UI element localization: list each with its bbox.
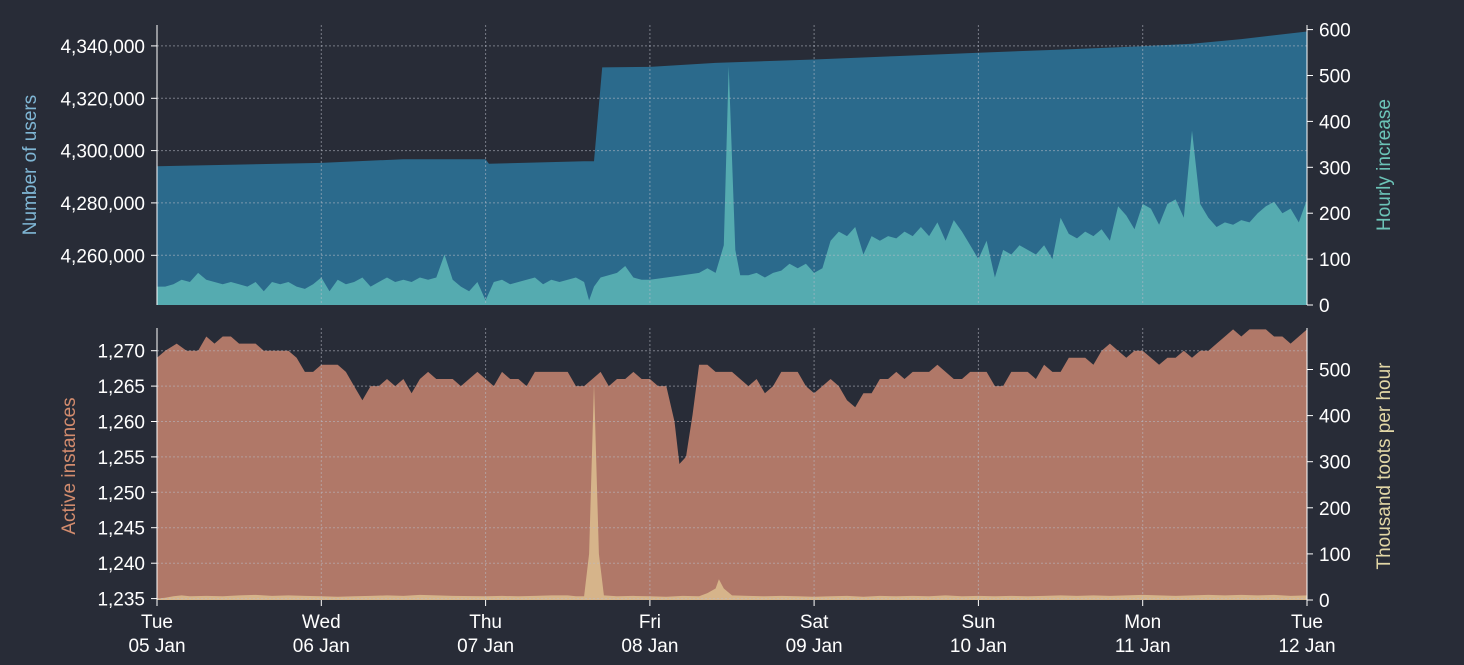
x-tick-day: Tue xyxy=(141,612,173,633)
x-tick-date: 07 Jan xyxy=(457,636,514,657)
left-tick-label: 1,265 xyxy=(97,377,145,398)
right-tick-label: 0 xyxy=(1319,591,1330,612)
right-tick-label: 500 xyxy=(1319,67,1351,88)
x-tick-date: 10 Jan xyxy=(950,636,1007,657)
left-tick-label: 4,280,000 xyxy=(60,194,145,215)
x-tick-day: Thu xyxy=(469,612,502,633)
active-instances-area xyxy=(157,329,1307,600)
x-tick-day: Sun xyxy=(961,612,995,633)
right-tick-label: 100 xyxy=(1319,250,1351,271)
x-tick-date: 05 Jan xyxy=(128,636,185,657)
right-tick-label: 100 xyxy=(1319,545,1351,566)
instances-axis-label: Active instances xyxy=(59,397,80,534)
hourly-axis-label: Hourly increase xyxy=(1374,99,1395,231)
x-tick-day: Mon xyxy=(1124,612,1161,633)
right-tick-label: 0 xyxy=(1319,296,1330,317)
right-tick-label: 300 xyxy=(1319,453,1351,474)
right-tick-label: 300 xyxy=(1319,158,1351,179)
users-panel: 4,260,000 4,280,000 4,300,000 4,320,000 4,34… xyxy=(60,21,1350,317)
x-tick-day: Fri xyxy=(639,612,661,633)
right-tick-label: 200 xyxy=(1319,499,1351,520)
x-tick-date: 12 Jan xyxy=(1278,636,1335,657)
users-axis-label: Number of users xyxy=(20,95,41,235)
left-tick-label: 1,245 xyxy=(97,519,145,540)
instances-panel: 1,235 1,240 1,245 1,250 1,255 1,260 1,265 1,270… xyxy=(97,328,1351,612)
right-tick-label: 600 xyxy=(1319,21,1351,42)
left-tick-label: 4,340,000 xyxy=(60,37,145,58)
right-tick-label: 500 xyxy=(1319,361,1351,382)
hourly-increase-area xyxy=(157,66,1307,305)
x-tick-date: 09 Jan xyxy=(786,636,843,657)
right-tick-label: 400 xyxy=(1319,407,1351,428)
toots-axis-label: Thousand toots per hour xyxy=(1374,362,1395,570)
left-tick-label: 1,240 xyxy=(97,554,145,575)
left-tick-label: 4,300,000 xyxy=(60,142,145,163)
left-tick-label: 1,250 xyxy=(97,483,145,504)
left-tick-label: 1,255 xyxy=(97,448,145,469)
left-tick-label: 1,270 xyxy=(97,342,145,363)
x-tick-date: 11 Jan xyxy=(1115,636,1171,657)
x-tick-day: Wed xyxy=(302,612,341,633)
left-tick-label: 4,320,000 xyxy=(60,89,145,110)
x-tick-date: 06 Jan xyxy=(293,636,350,657)
right-tick-label: 400 xyxy=(1319,112,1351,133)
right-tick-label: 200 xyxy=(1319,204,1351,225)
x-tick-day: Tue xyxy=(1291,612,1323,633)
left-tick-label: 4,260,000 xyxy=(60,246,145,267)
left-tick-label: 1,260 xyxy=(97,413,145,434)
left-tick-label: 1,235 xyxy=(97,590,145,611)
x-axis: Tue 05 Jan Wed 06 Jan Thu 07 Jan Fri 08 Jan Sat 0… xyxy=(128,600,1336,657)
x-tick-date: 08 Jan xyxy=(621,636,678,657)
x-tick-day: Sat xyxy=(800,612,829,633)
